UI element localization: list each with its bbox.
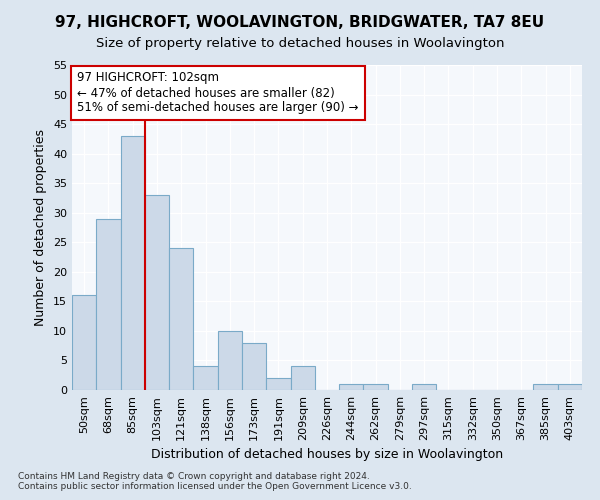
Bar [169,248,193,390]
Text: 97, HIGHCROFT, WOOLAVINGTON, BRIDGWATER, TA7 8EU: 97, HIGHCROFT, WOOLAVINGTON, BRIDGWATER,… [55,15,545,30]
Bar [364,384,388,390]
Bar [145,195,169,390]
Y-axis label: Number of detached properties: Number of detached properties [34,129,47,326]
Text: Size of property relative to detached houses in Woolavington: Size of property relative to detached ho… [96,38,504,51]
Text: 97 HIGHCROFT: 102sqm
← 47% of detached houses are smaller (82)
51% of semi-detac: 97 HIGHCROFT: 102sqm ← 47% of detached h… [77,72,359,114]
Bar [290,366,315,390]
Bar [558,384,582,390]
Bar [96,218,121,390]
Bar [412,384,436,390]
Bar [72,296,96,390]
Bar [193,366,218,390]
Bar [339,384,364,390]
Text: Contains public sector information licensed under the Open Government Licence v3: Contains public sector information licen… [18,482,412,491]
Text: Contains HM Land Registry data © Crown copyright and database right 2024.: Contains HM Land Registry data © Crown c… [18,472,370,481]
X-axis label: Distribution of detached houses by size in Woolavington: Distribution of detached houses by size … [151,448,503,462]
Bar [218,331,242,390]
Bar [266,378,290,390]
Bar [533,384,558,390]
Bar [242,342,266,390]
Bar [121,136,145,390]
